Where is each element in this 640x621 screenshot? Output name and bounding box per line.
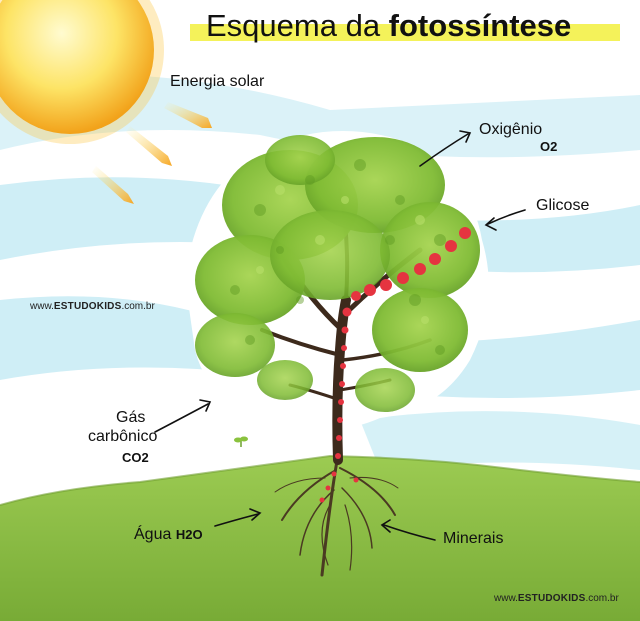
label-energia-solar: Energia solar [170, 73, 265, 90]
arrows [154, 130, 526, 541]
label-agua: Água H2O [134, 526, 203, 544]
label-glicose: Glicose [536, 197, 590, 214]
label-agua-word: Água [134, 526, 172, 543]
sun-rays [92, 102, 212, 204]
minerals-arrow [380, 519, 436, 541]
title-highlight [190, 24, 620, 41]
co2-arrow [154, 399, 212, 433]
watermark-middle: www.ESTUDOKIDS.com.br [30, 301, 155, 312]
label-oxigenio: Oxigênio [479, 121, 543, 138]
oxygen-arrow [419, 130, 472, 167]
water-arrow [214, 508, 262, 527]
grass-ground [0, 454, 640, 621]
label-gas-formula: CO2 [122, 450, 149, 465]
glucose-arrow [484, 209, 526, 231]
transport-dots [319, 227, 471, 503]
watermark-bottom: www.ESTUDOKIDS.com.br [494, 593, 619, 604]
label-oxigenio-formula: O2 [540, 139, 558, 154]
brand-name: ESTUDOKIDS [53, 301, 122, 312]
title-bold: fotossíntese [388, 8, 572, 43]
leaf-texture [230, 159, 446, 355]
label-agua-formula: H2O [175, 527, 203, 542]
title-regular: Esquema da [206, 8, 389, 43]
label-minerais: Minerais [443, 530, 504, 547]
label-carbonico: carbônico [88, 428, 158, 445]
leaf-highlights [256, 185, 429, 324]
label-gas: Gás [116, 409, 146, 426]
sprout [234, 436, 248, 447]
sun [0, 0, 164, 144]
page-title: Esquema da fotossíntese [206, 8, 571, 44]
brand-name-bottom: ESTUDOKIDS [517, 593, 586, 604]
tree-roots [274, 453, 399, 577]
